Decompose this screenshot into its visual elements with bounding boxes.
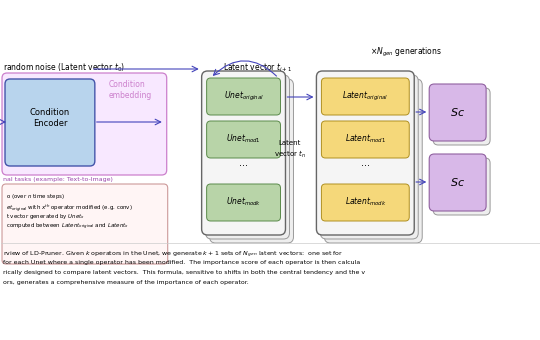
Text: Condition
Encoder: Condition Encoder: [30, 107, 70, 129]
Text: for each Unet where a single operator has been modified.  The importance score o: for each Unet where a single operator ha…: [3, 260, 360, 265]
FancyBboxPatch shape: [320, 75, 418, 239]
Text: t vector generated by $Unet_x$: t vector generated by $Unet_x$: [6, 212, 85, 221]
FancyBboxPatch shape: [321, 78, 409, 115]
FancyBboxPatch shape: [433, 88, 490, 145]
Text: $Sc$: $Sc$: [450, 176, 465, 188]
FancyBboxPatch shape: [5, 79, 95, 166]
FancyBboxPatch shape: [321, 184, 409, 221]
FancyBboxPatch shape: [325, 79, 422, 243]
Text: $Unet_{modk}$: $Unet_{modk}$: [226, 196, 261, 208]
Text: rview of LD-Pruner. Given $k$ operators in the Unet, we generate $k + 1$ sets of: rview of LD-Pruner. Given $k$ operators …: [3, 250, 343, 260]
FancyBboxPatch shape: [2, 73, 167, 175]
Text: ors, generates a comprehensive measure of the importance of each operator.: ors, generates a comprehensive measure o…: [3, 280, 249, 285]
FancyBboxPatch shape: [321, 121, 409, 158]
Text: $Unet_{original}$: $Unet_{original}$: [224, 89, 264, 103]
FancyBboxPatch shape: [207, 184, 280, 221]
Text: $Latent_{mod1}$: $Latent_{mod1}$: [345, 133, 386, 145]
Text: $Sc$: $Sc$: [450, 106, 465, 118]
Text: rically designed to compare latent vectors.  This formula, sensitive to shifts i: rically designed to compare latent vecto…: [3, 270, 365, 275]
Text: Latent vector $t_{i+1}$: Latent vector $t_{i+1}$: [222, 62, 292, 74]
FancyBboxPatch shape: [316, 71, 414, 235]
Text: $et_{original}$ with $x^{th}$ operator modified (e.g. conv): $et_{original}$ with $x^{th}$ operator m…: [6, 202, 133, 214]
FancyBboxPatch shape: [207, 121, 280, 158]
Text: random noise (Latent vector $t_0$): random noise (Latent vector $t_0$): [3, 62, 125, 74]
Text: computed between $Latent_{original}$ and $Latent_x$: computed between $Latent_{original}$ and…: [6, 222, 129, 232]
Text: $Latent_{original}$: $Latent_{original}$: [342, 89, 388, 103]
Text: ...: ...: [239, 158, 248, 168]
FancyBboxPatch shape: [433, 158, 490, 215]
FancyBboxPatch shape: [210, 79, 293, 243]
Text: Latent
vector $t_n$: Latent vector $t_n$: [273, 140, 306, 160]
FancyBboxPatch shape: [207, 78, 280, 115]
FancyBboxPatch shape: [429, 154, 486, 211]
FancyBboxPatch shape: [2, 184, 168, 264]
Text: ...: ...: [361, 158, 370, 168]
Text: Condition
embedding: Condition embedding: [109, 80, 152, 100]
Text: nal tasks (example: Text-to-Image): nal tasks (example: Text-to-Image): [3, 177, 113, 182]
FancyBboxPatch shape: [429, 84, 486, 141]
FancyBboxPatch shape: [206, 75, 289, 239]
FancyBboxPatch shape: [201, 71, 286, 235]
Text: $Unet_{mod1}$: $Unet_{mod1}$: [226, 133, 261, 145]
Text: $\times N_{gen}$ generations: $\times N_{gen}$ generations: [370, 46, 442, 59]
Text: o (over $n$ time steps): o (over $n$ time steps): [6, 192, 65, 201]
Text: $Latent_{modk}$: $Latent_{modk}$: [345, 196, 386, 208]
